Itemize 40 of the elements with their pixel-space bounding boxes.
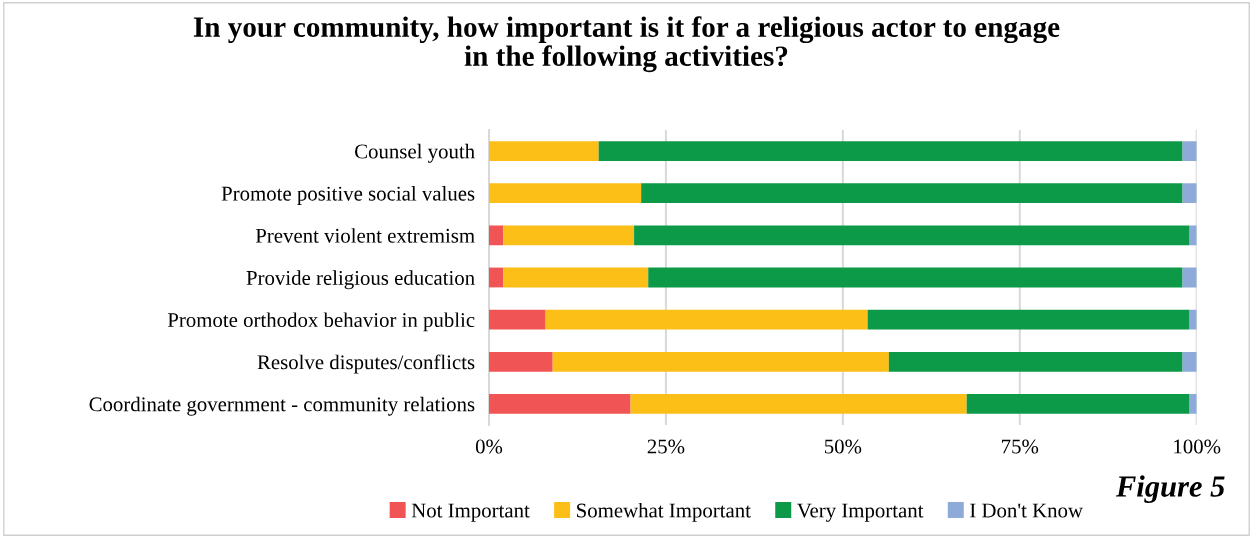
y-tick-label: Promote orthodox behavior in public	[167, 312, 475, 332]
x-tick-label: 75%	[1002, 439, 1039, 454]
bar	[545, 309, 868, 330]
legend-label: Very Important	[797, 503, 924, 522]
bar	[1182, 141, 1197, 161]
bar	[489, 267, 504, 288]
y-tick-label: Coordinate government - community relations	[89, 396, 475, 416]
x-tick-label: 0%	[475, 439, 503, 454]
bar	[489, 141, 599, 161]
bar	[489, 309, 546, 330]
bar	[598, 141, 1183, 161]
y-tick-label: Resolve disputes/conflicts	[257, 354, 475, 374]
y-tick-label: Provide religious education	[246, 270, 475, 290]
bar	[648, 267, 1183, 288]
x-tick-label: 50%	[824, 439, 862, 454]
bar	[489, 183, 642, 204]
bar	[489, 351, 553, 372]
bar	[552, 351, 889, 372]
legend-label: Somewhat Important	[577, 502, 751, 522]
bar	[503, 267, 649, 288]
x-tick-label: 100%	[1174, 439, 1221, 454]
y-tick-label: Counsel youth	[355, 143, 475, 163]
caption: Figure 5	[1115, 475, 1225, 504]
bar	[1182, 183, 1197, 204]
bar	[634, 225, 1190, 246]
bar	[641, 183, 1183, 204]
legend-label: I Don't Know	[970, 503, 1083, 518]
bar	[867, 309, 1190, 330]
y-tick-label: Prevent violent extremism	[255, 228, 475, 243]
bar	[489, 225, 504, 246]
bar	[888, 351, 1183, 372]
chart-title: In your community, how important is it for a religious actor to engage in the following activities?	[193, 16, 1060, 73]
bar	[630, 394, 967, 414]
legend-label: Not Important	[411, 503, 530, 522]
y-tick-label: Promote positive social values	[221, 185, 475, 205]
x-tick-label: 25%	[647, 439, 685, 454]
bar	[1182, 351, 1197, 372]
bar	[489, 394, 631, 414]
bar	[503, 225, 635, 246]
bar	[966, 394, 1190, 414]
